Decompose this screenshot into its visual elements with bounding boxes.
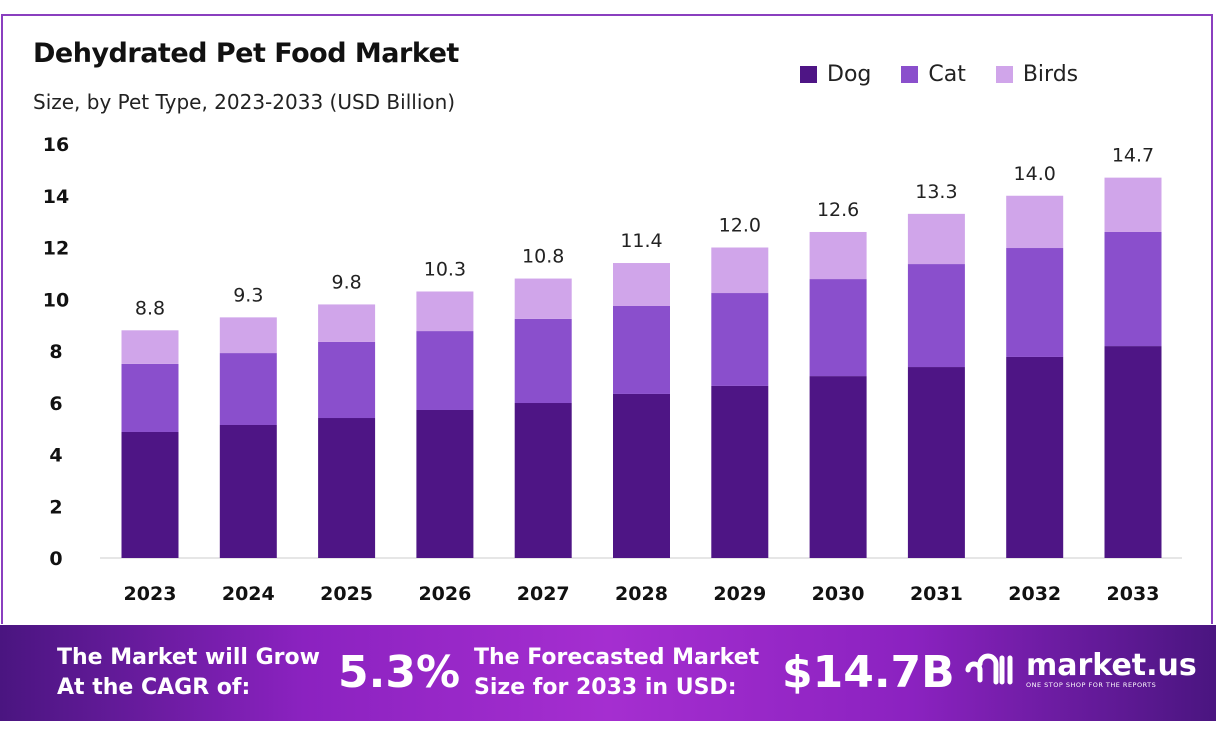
bar-cat-2026 <box>416 331 474 410</box>
bar-total-label: 12.6 <box>817 199 859 221</box>
bar-total-label: 14.7 <box>1112 145 1154 167</box>
bar-total-label: 9.3 <box>233 284 263 306</box>
bar-cat-2029 <box>711 293 769 386</box>
market-us-logo: market.us ONE STOP SHOP FOR THE REPORTS <box>962 650 1197 690</box>
bar-dog-2033 <box>1104 346 1162 558</box>
bar-dog-2031 <box>907 367 965 558</box>
bar-total-label: 11.4 <box>620 230 662 252</box>
bar-birds-2032 <box>1006 195 1064 249</box>
bar-cat-2024 <box>219 353 277 426</box>
bar-birds-2024 <box>219 317 277 354</box>
y-tick-label: 8 <box>49 341 62 363</box>
bar-birds-2023 <box>121 330 179 364</box>
bar-cat-2032 <box>1006 248 1064 357</box>
bar-birds-2025 <box>318 304 376 342</box>
x-tick-label: 2032 <box>1008 583 1061 605</box>
cagr-value: 5.3% <box>338 647 461 698</box>
y-tick-label: 14 <box>43 186 69 208</box>
bar-dog-2027 <box>514 403 572 558</box>
forecast-label: The Forecasted Market Size for 2033 in U… <box>474 643 759 703</box>
legend-item-dog: Dog <box>800 62 871 87</box>
chart-subtitle: Size, by Pet Type, 2023-2033 (USD Billio… <box>33 90 456 114</box>
forecast-label-line2: Size for 2033 in USD: <box>474 675 737 700</box>
legend-item-birds: Birds <box>995 62 1079 87</box>
logo-text: market.us <box>1026 648 1197 683</box>
bar-total-label: 8.8 <box>135 297 165 319</box>
x-tick-label: 2023 <box>124 583 177 605</box>
bar-total-label: 13.3 <box>915 181 957 203</box>
bar-cat-2023 <box>121 363 179 432</box>
y-tick-label: 2 <box>49 496 62 518</box>
cagr-label-line2: At the CAGR of: <box>57 675 251 700</box>
y-tick-label: 10 <box>43 289 69 311</box>
bar-cat-2031 <box>907 264 965 368</box>
x-tick-label: 2029 <box>713 583 766 605</box>
footer-banner: The Market will Grow At the CAGR of: 5.3… <box>0 625 1216 721</box>
bar-dog-2023 <box>121 431 179 558</box>
bar-dog-2028 <box>613 393 670 558</box>
x-tick-label: 2025 <box>320 583 373 605</box>
legend-item-cat: Cat <box>901 62 966 87</box>
forecast-value: $14.7B <box>782 647 955 698</box>
bar-cat-2030 <box>809 279 867 377</box>
forecast-label-line1: The Forecasted Market <box>474 645 760 670</box>
bar-dog-2032 <box>1006 356 1064 558</box>
y-tick-label: 0 <box>49 548 62 570</box>
y-tick-label: 6 <box>49 393 62 415</box>
bar-birds-2033 <box>1104 177 1162 232</box>
bar-dog-2029 <box>711 385 769 558</box>
chart-title: Dehydrated Pet Food Market <box>33 38 459 69</box>
legend-label: Dog <box>827 62 872 87</box>
logo-tagline: ONE STOP SHOP FOR THE REPORTS <box>1026 681 1157 689</box>
bar-dog-2030 <box>809 376 867 558</box>
legend-label: Cat <box>928 62 966 87</box>
x-tick-label: 2027 <box>517 583 570 605</box>
y-tick-label: 4 <box>49 445 62 467</box>
bar-cat-2027 <box>514 318 572 404</box>
y-tick-label: 12 <box>43 238 69 260</box>
bar-total-label: 10.3 <box>424 258 466 280</box>
bar-birds-2028 <box>613 263 670 306</box>
bar-birds-2027 <box>514 278 572 319</box>
bar-cat-2033 <box>1104 231 1162 347</box>
x-tick-label: 2030 <box>812 583 865 605</box>
legend-swatch <box>800 66 817 83</box>
bar-birds-2026 <box>416 291 474 332</box>
bar-dog-2024 <box>219 425 277 558</box>
x-tick-label: 2033 <box>1107 583 1160 605</box>
legend-swatch <box>995 66 1013 83</box>
cagr-label: The Market will Grow At the CAGR of: <box>57 643 320 703</box>
logo-icon <box>965 653 1013 685</box>
bar-total-label: 9.8 <box>331 271 361 293</box>
chart-frame <box>1 14 1213 624</box>
x-tick-label: 2028 <box>615 583 668 605</box>
legend-label: Birds <box>1022 62 1079 87</box>
x-tick-label: 2026 <box>418 583 471 605</box>
bar-total-label: 12.0 <box>719 215 761 237</box>
bar-chart: 0 2 4 6 8 10 12 14 16 8.8 2023 9.3 2024 9.8 2025 10.3 20… <box>43 134 1182 605</box>
bar-cat-2025 <box>318 341 376 419</box>
bar-birds-2030 <box>809 231 867 280</box>
legend-swatch <box>901 66 919 83</box>
bar-dog-2026 <box>416 409 474 558</box>
cagr-label-line1: The Market will Grow <box>57 645 320 670</box>
bar-dog-2025 <box>318 418 376 558</box>
bar-cat-2028 <box>613 305 670 394</box>
x-tick-label: 2024 <box>222 583 275 605</box>
x-tick-label: 2031 <box>910 583 963 605</box>
bar-birds-2029 <box>711 247 769 294</box>
legend: Dog Cat Birds <box>800 62 1078 87</box>
bar-total-label: 14.0 <box>1014 163 1056 185</box>
bar-birds-2031 <box>907 213 965 265</box>
y-tick-label: 16 <box>43 134 69 156</box>
bar-total-label: 10.8 <box>522 246 564 268</box>
